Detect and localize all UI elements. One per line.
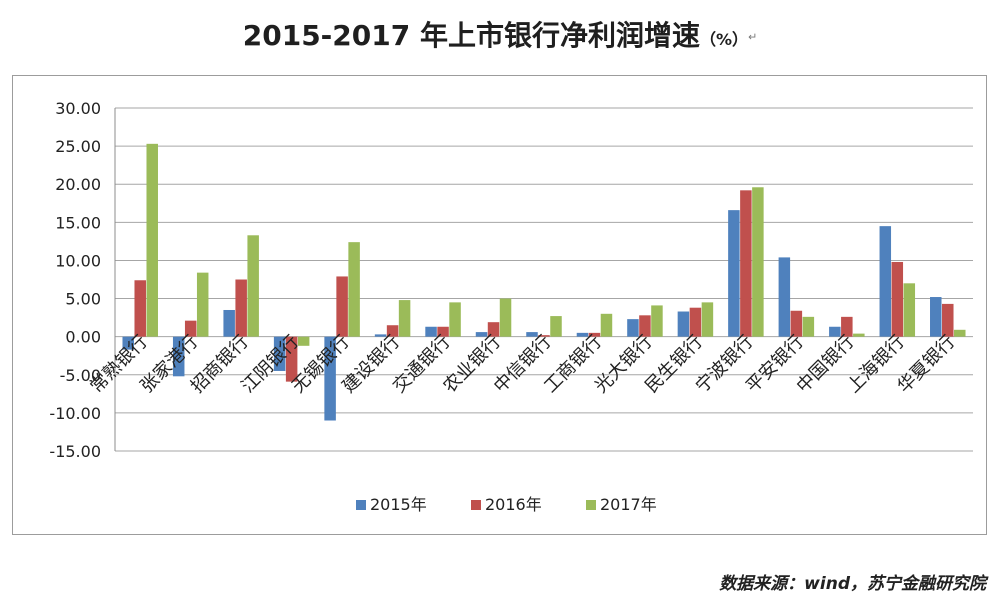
legend-label: 2015年 [370,495,427,514]
y-tick-label: 25.00 [55,137,101,156]
bar [526,332,538,337]
bar [247,235,259,337]
bar [841,316,853,337]
bar [930,297,942,337]
bar [324,336,336,421]
bar [651,305,663,337]
bar [689,307,702,337]
bar [172,336,185,377]
bar [728,210,740,337]
y-tick-label: 0.00 [65,328,101,347]
bar [790,310,803,337]
bar [752,187,764,337]
bar [386,325,399,337]
bar [576,332,589,337]
bar [639,315,651,337]
bar [891,261,904,337]
bar [879,226,892,337]
bar [588,332,601,337]
bar [122,336,134,350]
bar [437,326,449,337]
paragraph-mark-icon: ↵ [748,30,758,44]
bar [778,257,791,337]
bar [146,143,158,337]
y-tick-label: 30.00 [55,99,101,118]
bar [954,329,966,337]
y-tick-label: 20.00 [55,175,101,194]
bar [297,336,310,346]
bar [196,272,209,337]
bar [223,309,235,337]
bar [273,336,286,371]
legend-label: 2017年 [600,495,657,514]
bar [903,283,916,337]
y-tick-label: 5.00 [65,290,101,309]
y-tick-label: 15.00 [55,213,101,232]
bar [487,322,500,337]
bar [802,316,815,337]
bar [499,298,512,337]
chart-frame: 30.00 25.00 20.00 15.00 10.00 5.00 0.00 -5.00 -1… [12,75,987,535]
bar [538,335,550,337]
bar [550,316,562,337]
bar [740,190,752,337]
bar [134,280,146,337]
bar [285,336,298,382]
bar [398,300,411,337]
bar [701,302,714,337]
y-tick-label: -5.00 [60,366,101,385]
bar [475,332,488,337]
bar [600,313,613,337]
legend-swatch [471,500,481,510]
y-tick-label: -10.00 [49,404,101,423]
y-tick-label: 10.00 [55,251,101,270]
legend-swatch [586,500,596,510]
bar [374,334,387,337]
bar [942,303,954,337]
bar-chart: 30.00 25.00 20.00 15.00 10.00 5.00 0.00 -5.00 -1… [49,99,973,514]
y-tick-label: -15.00 [49,442,101,461]
source-note: 数据来源：wind，苏宁金融研究院 [719,574,986,594]
bar [184,320,197,337]
bar [235,279,247,337]
chart-title-main: 2015-2017 年上市银行净利润增速 [242,19,700,52]
bar [853,333,865,337]
bar [829,326,841,337]
chart-title-unit: （%） [699,30,749,49]
bar [627,319,639,337]
bar [677,311,690,337]
bar [449,302,461,337]
chart-title: 2015-2017 年上市银行净利润增速（%）↵ [0,14,1000,54]
bar [425,326,437,337]
legend-label: 2016年 [485,495,542,514]
legend-swatch [356,500,366,510]
bar [348,242,360,337]
bar [336,276,348,337]
